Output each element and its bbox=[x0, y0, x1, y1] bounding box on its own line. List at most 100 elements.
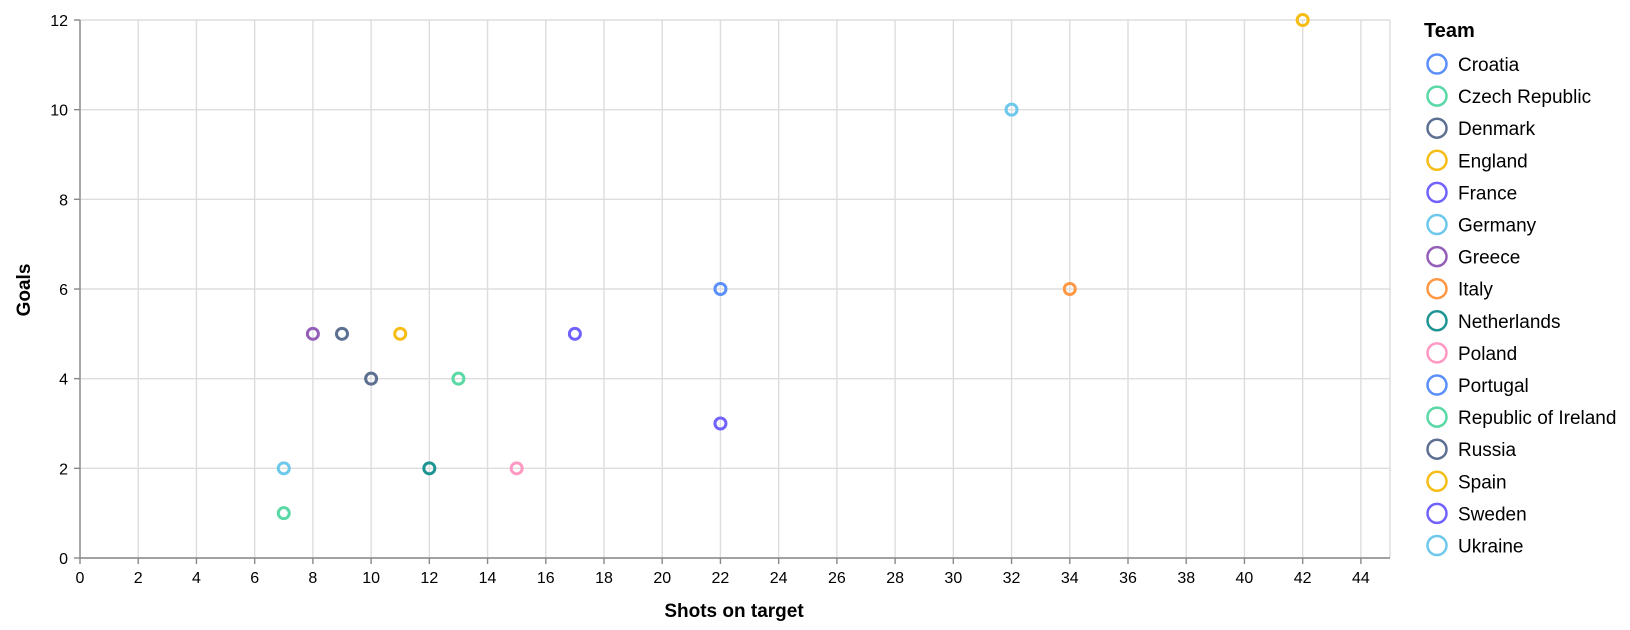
legend-label: Czech Republic bbox=[1458, 87, 1591, 108]
legend-title: Team bbox=[1424, 20, 1475, 42]
x-tick-label: 6 bbox=[250, 570, 259, 587]
legend-label: France bbox=[1458, 183, 1517, 204]
legend-item: France bbox=[1426, 181, 1517, 204]
data-point bbox=[276, 461, 291, 476]
legend-label: Greece bbox=[1458, 248, 1520, 269]
data-point bbox=[276, 506, 291, 521]
legend-symbol bbox=[1426, 310, 1448, 332]
legend-label: Netherlands bbox=[1458, 312, 1560, 333]
legend: Team Croatia Czech Republic Denmark England… bbox=[1424, 20, 1616, 558]
x-tick-label: 30 bbox=[944, 570, 962, 587]
x-tick-label: 20 bbox=[653, 570, 671, 587]
tick-labels: 0 2 4 6 8 10 12 14 16 18 20 22 24 26 28 30 32 34 36 38 40 42 4… bbox=[50, 13, 1370, 587]
data-point bbox=[422, 461, 437, 476]
x-tick-label: 22 bbox=[712, 570, 730, 587]
x-tick-label: 12 bbox=[420, 570, 438, 587]
legend-label: Ukraine bbox=[1458, 537, 1523, 558]
x-axis-title: Shots on target bbox=[664, 601, 804, 622]
data-point bbox=[713, 282, 728, 296]
data-point bbox=[567, 326, 582, 341]
y-tick-label: 2 bbox=[59, 461, 68, 478]
legend-symbol bbox=[1426, 374, 1448, 396]
legend-label: Germany bbox=[1458, 216, 1537, 237]
data-point bbox=[1295, 13, 1310, 27]
legend-symbol bbox=[1426, 245, 1448, 268]
x-tick-label: 16 bbox=[537, 570, 555, 587]
x-tick-label: 4 bbox=[192, 570, 201, 587]
legend-symbol bbox=[1426, 406, 1448, 428]
y-tick-label: 10 bbox=[50, 103, 68, 120]
data-points bbox=[276, 13, 1310, 521]
data-point bbox=[451, 371, 466, 386]
x-tick-label: 36 bbox=[1119, 570, 1137, 587]
y-axis-title: Goals bbox=[14, 264, 35, 317]
x-tick-label: 28 bbox=[886, 570, 904, 587]
legend-item: Republic of Ireland bbox=[1426, 406, 1616, 429]
legend-symbol bbox=[1426, 277, 1448, 300]
x-tick-label: 34 bbox=[1061, 570, 1079, 587]
legend-item: Denmark bbox=[1426, 117, 1536, 140]
legend-label: Denmark bbox=[1458, 119, 1536, 140]
x-tick-label: 14 bbox=[479, 570, 497, 587]
legend-symbol bbox=[1426, 534, 1448, 557]
x-tick-label: 10 bbox=[362, 570, 380, 587]
legend-symbol bbox=[1426, 470, 1448, 493]
legend-symbol bbox=[1426, 438, 1448, 460]
legend-label: England bbox=[1458, 151, 1528, 172]
data-point bbox=[713, 416, 728, 431]
data-point bbox=[1004, 102, 1019, 117]
y-tick-label: 4 bbox=[59, 372, 68, 389]
legend-label: Spain bbox=[1458, 472, 1507, 493]
y-tick-label: 6 bbox=[59, 282, 68, 299]
legend-symbol bbox=[1426, 85, 1448, 107]
x-tick-label: 40 bbox=[1236, 570, 1254, 587]
x-tick-label: 0 bbox=[76, 570, 85, 587]
x-tick-label: 42 bbox=[1294, 570, 1312, 587]
legend-item: Czech Republic bbox=[1426, 85, 1591, 108]
legend-label: Russia bbox=[1458, 440, 1517, 461]
legend-item: Ukraine bbox=[1426, 534, 1523, 558]
legend-item: Portugal bbox=[1426, 374, 1529, 397]
data-point bbox=[305, 326, 320, 341]
legend-label: Republic of Ireland bbox=[1458, 408, 1616, 429]
legend-symbol bbox=[1426, 342, 1448, 364]
legend-symbol bbox=[1426, 213, 1448, 236]
data-point bbox=[335, 326, 349, 341]
legend-item: Croatia bbox=[1426, 53, 1520, 76]
legend-symbol bbox=[1426, 117, 1448, 139]
x-tick-label: 44 bbox=[1352, 570, 1370, 587]
data-point bbox=[1062, 282, 1077, 296]
legend-symbol bbox=[1426, 53, 1448, 75]
x-tick-label: 26 bbox=[828, 570, 846, 587]
y-tick-label: 0 bbox=[59, 551, 68, 568]
x-tick-label: 8 bbox=[308, 570, 317, 587]
legend-symbol bbox=[1426, 181, 1448, 204]
legend-item: Poland bbox=[1426, 342, 1517, 365]
axes bbox=[74, 19, 1390, 564]
data-point bbox=[393, 326, 408, 341]
y-tick-label: 12 bbox=[50, 13, 68, 30]
legend-item: Greece bbox=[1426, 245, 1520, 269]
legend-label: Portugal bbox=[1458, 376, 1529, 397]
legend-item: Sweden bbox=[1426, 502, 1527, 525]
legend-item: Netherlands bbox=[1426, 310, 1560, 333]
x-tick-label: 2 bbox=[134, 570, 143, 587]
data-point bbox=[364, 371, 379, 386]
legend-item: Russia bbox=[1426, 438, 1517, 461]
legend-item: Spain bbox=[1426, 470, 1507, 493]
legend-symbol bbox=[1426, 502, 1448, 525]
x-tick-label: 38 bbox=[1177, 570, 1195, 587]
y-tick-label: 8 bbox=[59, 192, 68, 209]
legend-label: Sweden bbox=[1458, 504, 1527, 525]
grid bbox=[79, 19, 1391, 559]
x-tick-label: 32 bbox=[1003, 570, 1021, 587]
legend-label: Italy bbox=[1458, 280, 1493, 301]
legend-label: Croatia bbox=[1458, 55, 1520, 76]
legend-item: England bbox=[1426, 149, 1528, 172]
legend-label: Poland bbox=[1458, 344, 1517, 365]
data-point bbox=[509, 461, 524, 476]
legend-symbol bbox=[1426, 149, 1448, 172]
x-tick-label: 24 bbox=[770, 570, 788, 587]
legend-item: Germany bbox=[1426, 213, 1537, 237]
